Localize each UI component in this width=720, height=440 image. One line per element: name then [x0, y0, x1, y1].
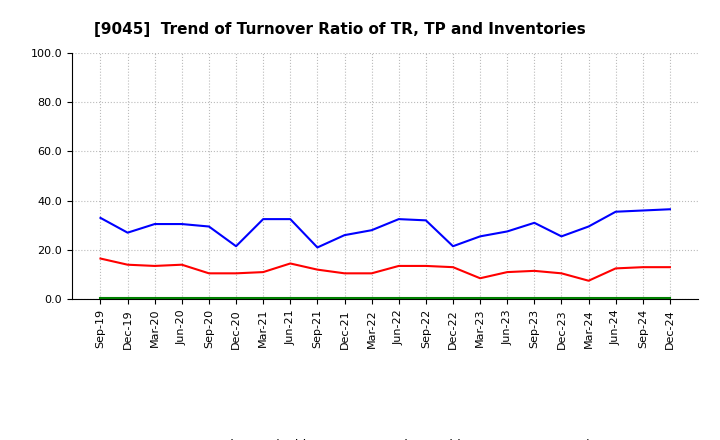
Inventories — [150, 295, 159, 301]
Inventories — [232, 295, 240, 301]
Trade Receivables — [259, 269, 268, 275]
Inventories — [449, 295, 457, 301]
Inventories — [557, 295, 566, 301]
Trade Receivables — [150, 263, 159, 268]
Inventories — [530, 295, 539, 301]
Trade Receivables — [123, 262, 132, 268]
Trade Payables — [123, 230, 132, 235]
Trade Receivables — [367, 271, 376, 276]
Trade Payables — [313, 245, 322, 250]
Trade Receivables — [395, 263, 403, 268]
Trade Receivables — [665, 264, 674, 270]
Trade Payables — [476, 234, 485, 239]
Trade Payables — [286, 216, 294, 222]
Trade Receivables — [232, 271, 240, 276]
Trade Payables — [150, 221, 159, 227]
Trade Receivables — [421, 263, 430, 268]
Line: Trade Payables: Trade Payables — [101, 209, 670, 247]
Trade Payables — [449, 244, 457, 249]
Trade Payables — [530, 220, 539, 225]
Inventories — [313, 295, 322, 301]
Inventories — [367, 295, 376, 301]
Inventories — [123, 295, 132, 301]
Trade Receivables — [313, 267, 322, 272]
Trade Payables — [611, 209, 620, 214]
Trade Receivables — [611, 266, 620, 271]
Legend: Trade Receivables, Trade Payables, Inventories: Trade Receivables, Trade Payables, Inven… — [161, 433, 610, 440]
Trade Receivables — [96, 256, 105, 261]
Inventories — [476, 295, 485, 301]
Inventories — [611, 295, 620, 301]
Trade Payables — [557, 234, 566, 239]
Inventories — [178, 295, 186, 301]
Trade Receivables — [584, 278, 593, 283]
Text: [9045]  Trend of Turnover Ratio of TR, TP and Inventories: [9045] Trend of Turnover Ratio of TR, TP… — [94, 22, 585, 37]
Trade Payables — [232, 244, 240, 249]
Trade Receivables — [503, 269, 511, 275]
Trade Payables — [665, 207, 674, 212]
Trade Payables — [584, 224, 593, 229]
Inventories — [341, 295, 349, 301]
Trade Payables — [395, 216, 403, 222]
Trade Receivables — [557, 271, 566, 276]
Inventories — [665, 295, 674, 301]
Trade Receivables — [530, 268, 539, 274]
Inventories — [584, 295, 593, 301]
Trade Payables — [259, 216, 268, 222]
Inventories — [259, 295, 268, 301]
Trade Receivables — [639, 264, 647, 270]
Trade Receivables — [449, 264, 457, 270]
Trade Receivables — [286, 261, 294, 266]
Inventories — [96, 295, 105, 301]
Trade Payables — [639, 208, 647, 213]
Inventories — [286, 295, 294, 301]
Inventories — [639, 295, 647, 301]
Trade Payables — [204, 224, 213, 229]
Inventories — [204, 295, 213, 301]
Trade Payables — [178, 221, 186, 227]
Trade Receivables — [341, 271, 349, 276]
Inventories — [395, 295, 403, 301]
Trade Receivables — [476, 275, 485, 281]
Line: Trade Receivables: Trade Receivables — [101, 259, 670, 281]
Trade Payables — [96, 215, 105, 220]
Inventories — [421, 295, 430, 301]
Trade Payables — [341, 232, 349, 238]
Trade Receivables — [204, 271, 213, 276]
Inventories — [503, 295, 511, 301]
Trade Payables — [503, 229, 511, 234]
Trade Payables — [421, 218, 430, 223]
Trade Payables — [367, 227, 376, 233]
Trade Receivables — [178, 262, 186, 268]
